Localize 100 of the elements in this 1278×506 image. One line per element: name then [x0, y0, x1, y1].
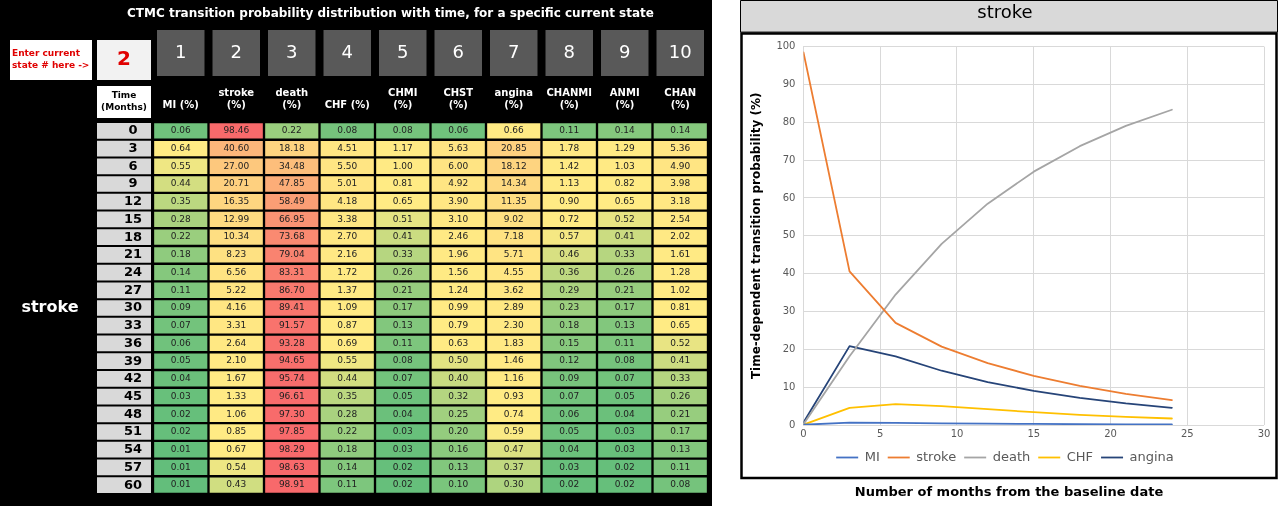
data-label: 0.01 — [170, 479, 191, 490]
text: Enter current state # here -> — [12, 48, 90, 71]
text: 1 — [175, 40, 187, 62]
data-label: 0.74 — [503, 408, 525, 419]
data-label: 20.71 — [223, 178, 250, 189]
data-label: 1.29 — [614, 142, 636, 153]
y-tick-label: 6 — [128, 157, 138, 173]
y-tick-label: 33 — [123, 317, 142, 333]
y-tick-label: 3 — [128, 139, 138, 155]
y-tick-label: 24 — [123, 263, 142, 279]
data-label: 20.85 — [500, 142, 527, 153]
data-label: 0.03 — [614, 444, 635, 455]
data-label: 3.38 — [337, 213, 358, 224]
text: stroke — [21, 297, 79, 317]
data-label: 2.30 — [503, 320, 525, 331]
data-label: 0.22 — [170, 231, 191, 242]
data-label: 5.63 — [448, 142, 469, 153]
data-label: 1.33 — [226, 390, 247, 401]
data-label: 1.72 — [337, 266, 358, 277]
data-label: 4.16 — [226, 302, 247, 313]
data-label: 0.11 — [170, 284, 191, 295]
data-label: 40.60 — [223, 142, 250, 153]
data-label: 0.07 — [392, 373, 413, 384]
text: 5 — [397, 40, 409, 62]
data-label: 0.41 — [670, 355, 691, 366]
data-label: 0.13 — [614, 320, 635, 331]
data-label: 0.59 — [503, 426, 525, 437]
data-label: 0.05 — [559, 426, 580, 437]
data-label: 0.06 — [448, 125, 469, 136]
data-label: 4.90 — [670, 160, 691, 171]
legend-label: CHF — [1066, 448, 1094, 464]
x-tick-label: CHST (%) — [443, 86, 474, 110]
data-label: 12.99 — [223, 213, 250, 224]
data-label: 1.83 — [503, 337, 524, 348]
data-label: 0.81 — [392, 178, 413, 189]
y-tick-label: 20 — [782, 342, 796, 354]
data-label: 0.06 — [170, 125, 192, 136]
data-label: 0.30 — [503, 479, 525, 490]
x-axis-title: Number of months from the baseline date — [853, 483, 1165, 501]
data-label: 4.55 — [503, 266, 524, 277]
data-label: 3.18 — [670, 196, 691, 207]
data-label: 1.46 — [503, 355, 525, 366]
data-label: 0.36 — [559, 266, 580, 277]
y-tick-label: 51 — [123, 423, 142, 439]
data-label: 1.67 — [226, 373, 247, 384]
data-label: 0.01 — [170, 461, 191, 472]
data-label: 0.43 — [226, 479, 247, 490]
text: 2 — [230, 40, 242, 62]
y-tick-label: 48 — [123, 405, 142, 421]
data-label: 3.98 — [670, 178, 691, 189]
data-label: 1.13 — [559, 178, 580, 189]
y-tick-label: 45 — [123, 387, 142, 403]
data-label: 86.70 — [278, 284, 305, 295]
data-label: 0.28 — [337, 408, 358, 419]
data-label: 5.01 — [337, 178, 358, 189]
y-tick-label: 30 — [782, 305, 796, 317]
data-label: 5.50 — [337, 160, 358, 171]
y-tick-label: 0 — [789, 418, 796, 430]
data-label: 0.02 — [170, 408, 191, 419]
data-label: 1.42 — [559, 160, 580, 171]
text: 10 — [668, 40, 692, 62]
data-label: 0.65 — [392, 196, 413, 207]
data-label: 0.20 — [448, 426, 469, 437]
y-tick-label: 60 — [123, 476, 142, 492]
data-label: 0.18 — [337, 444, 358, 455]
data-label: 93.28 — [278, 337, 305, 348]
data-label: 0.04 — [559, 444, 580, 455]
data-label: 0.07 — [170, 320, 191, 331]
data-label: 0.35 — [337, 390, 358, 401]
data-label: 0.11 — [559, 125, 580, 136]
data-label: 0.09 — [170, 302, 192, 313]
data-label: 0.50 — [448, 355, 469, 366]
y-tick-label: 36 — [123, 334, 142, 350]
y-tick-label: 80 — [782, 115, 796, 127]
data-label: 2.02 — [670, 231, 691, 242]
data-label: 0.04 — [170, 373, 192, 384]
y-tick-label: 70 — [782, 153, 796, 165]
data-label: 0.07 — [559, 390, 580, 401]
data-label: 0.17 — [614, 302, 635, 313]
text: 3 — [286, 40, 298, 62]
x-tick-label: 0 — [800, 427, 807, 439]
data-label: 0.55 — [337, 355, 358, 366]
data-label: 0.03 — [170, 390, 191, 401]
data-label: 1.37 — [337, 284, 358, 295]
x-tick-label: death (%) — [275, 86, 309, 110]
data-label: 0.35 — [170, 196, 191, 207]
data-label: 58.49 — [278, 196, 305, 207]
data-label: 0.18 — [170, 249, 192, 260]
data-label: 0.85 — [226, 426, 247, 437]
x-tick-label: 25 — [1180, 427, 1194, 439]
data-label: 0.26 — [670, 390, 691, 401]
data-label: 0.26 — [392, 266, 414, 277]
y-axis-title: Time-dependent transition probability (%) — [749, 92, 764, 380]
data-label: 0.12 — [559, 355, 580, 366]
data-label: 0.25 — [448, 408, 469, 419]
data-label: 18.12 — [500, 160, 527, 171]
data-label: 2.46 — [448, 231, 469, 242]
data-label: 0.52 — [614, 213, 635, 224]
y-axis-title: Time (Months) — [101, 90, 147, 113]
data-label: 0.02 — [614, 461, 635, 472]
